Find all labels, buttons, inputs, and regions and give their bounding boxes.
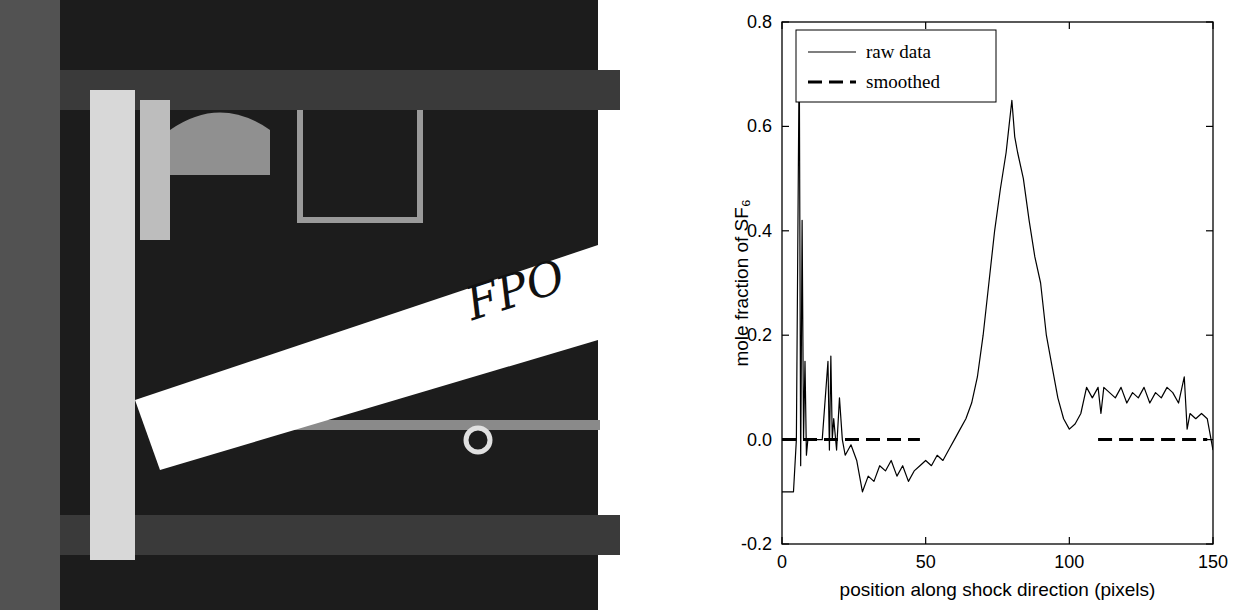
x-tick <box>925 537 926 544</box>
y-axis-title: mole fraction of SF₆ <box>731 199 752 366</box>
photo-structure <box>300 110 420 220</box>
photo-column <box>140 100 170 240</box>
y-tick-label: 0.8 <box>747 12 772 32</box>
y-tick <box>1206 230 1213 231</box>
photo-sticker <box>135 245 598 470</box>
x-tick <box>1212 537 1213 544</box>
legend-swatch <box>808 51 856 52</box>
y-tick <box>1206 126 1213 127</box>
legend-label: smoothed <box>866 71 940 92</box>
x-tick <box>1069 22 1070 29</box>
x-tick-label: 50 <box>916 552 936 572</box>
x-tick <box>1069 537 1070 544</box>
series-line <box>782 48 1213 492</box>
x-tick-label: 100 <box>1054 552 1084 572</box>
x-tick <box>1212 22 1213 29</box>
chart: 050100150-0.20.00.20.40.60.8position alo… <box>731 12 1228 600</box>
y-tick <box>1206 21 1213 22</box>
y-tick <box>782 543 789 544</box>
photo-column <box>90 90 135 560</box>
legend-label: raw data <box>866 41 931 62</box>
legend-swatch <box>808 81 856 84</box>
data-group <box>782 48 1213 492</box>
y-tick <box>1206 543 1213 544</box>
x-tick-label: 150 <box>1198 552 1228 572</box>
y-tick <box>782 335 789 336</box>
x-tick <box>925 22 926 29</box>
y-tick <box>782 21 789 22</box>
plot-frame <box>782 22 1213 544</box>
photo-edge <box>0 0 60 610</box>
y-tick <box>782 126 789 127</box>
x-tick-label: 0 <box>777 552 787 572</box>
x-tick <box>781 22 782 29</box>
y-tick-label: 0.0 <box>747 430 772 450</box>
y-tick-label: 0.6 <box>747 116 772 136</box>
y-tick <box>1206 335 1213 336</box>
photo-band <box>60 515 620 555</box>
photo-structure <box>170 113 270 176</box>
photo-panel: FPO <box>0 0 620 610</box>
x-axis-title: position along shock direction (pixels) <box>840 579 1156 600</box>
photo-vortex <box>466 428 490 452</box>
photo-label: FPO <box>458 249 571 332</box>
page: FPO050100150-0.20.00.20.40.60.8position … <box>0 0 1243 610</box>
y-tick <box>782 230 789 231</box>
y-tick-label: -0.2 <box>741 534 772 554</box>
legend: raw data smoothed <box>796 30 996 102</box>
series-line <box>782 438 1207 441</box>
legend-box <box>796 30 996 102</box>
x-tick <box>781 537 782 544</box>
